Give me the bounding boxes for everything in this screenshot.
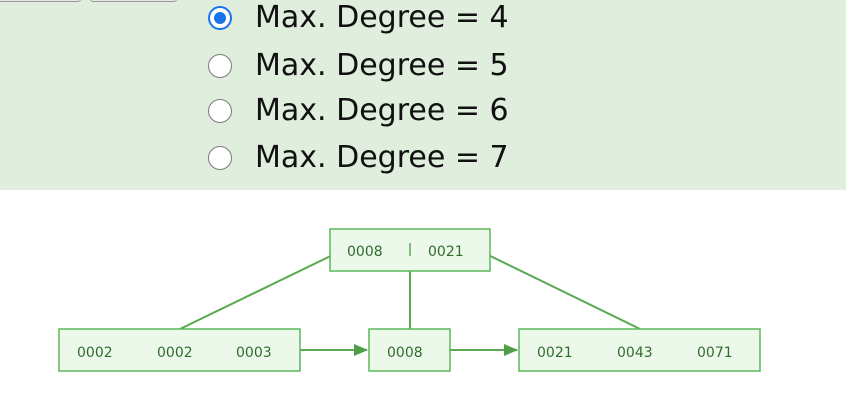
tree-edge [179, 249, 344, 330]
radio-label: Max. Degree = 6 [255, 93, 509, 128]
radio-label: Max. Degree = 7 [255, 140, 509, 175]
radio-option-max-degree-7[interactable]: Max. Degree = 7 [208, 140, 608, 176]
leaf-key: 0043 [617, 345, 653, 361]
leaf-node-box [58, 328, 301, 372]
radio-button-selected[interactable] [208, 6, 232, 30]
radio-option-max-degree-5[interactable]: Max. Degree = 5 [208, 48, 608, 84]
bplus-tree-canvas: 0008 0021 0002 0002 0003 0008 0021 0043 … [58, 228, 761, 372]
leaf-key: 0002 [77, 345, 113, 361]
leaf-node: 0021 0043 0071 [518, 328, 761, 372]
radio-button[interactable] [208, 146, 232, 170]
toolbar-button-left[interactable] [0, 0, 81, 2]
leaf-key: 0021 [537, 345, 573, 361]
root-key: 0021 [428, 244, 464, 260]
radio-button[interactable] [208, 54, 232, 78]
leaf-key: 0002 [157, 345, 193, 361]
radio-label: Max. Degree = 5 [255, 48, 509, 83]
radio-option-max-degree-4[interactable]: Max. Degree = 4 [208, 0, 608, 36]
radio-label: Max. Degree = 4 [255, 0, 509, 35]
leaf-node-box [368, 328, 451, 372]
radio-option-max-degree-6[interactable]: Max. Degree = 6 [208, 93, 608, 129]
tree-edge [477, 249, 641, 330]
root-node: 0008 0021 [329, 228, 491, 272]
leaf-node-box [518, 328, 761, 372]
leaf-node: 0008 [368, 328, 451, 372]
leaf-key: 0003 [236, 345, 272, 361]
leaf-key: 0071 [697, 345, 733, 361]
control-panel: Max. Degree = 4 Max. Degree = 5 Max. Deg… [0, 0, 846, 190]
leaf-key: 0008 [387, 345, 423, 361]
toolbar-button-right[interactable] [90, 0, 177, 2]
root-key: 0008 [347, 244, 383, 260]
leaf-node: 0002 0002 0003 [58, 328, 301, 372]
radio-button[interactable] [208, 99, 232, 123]
